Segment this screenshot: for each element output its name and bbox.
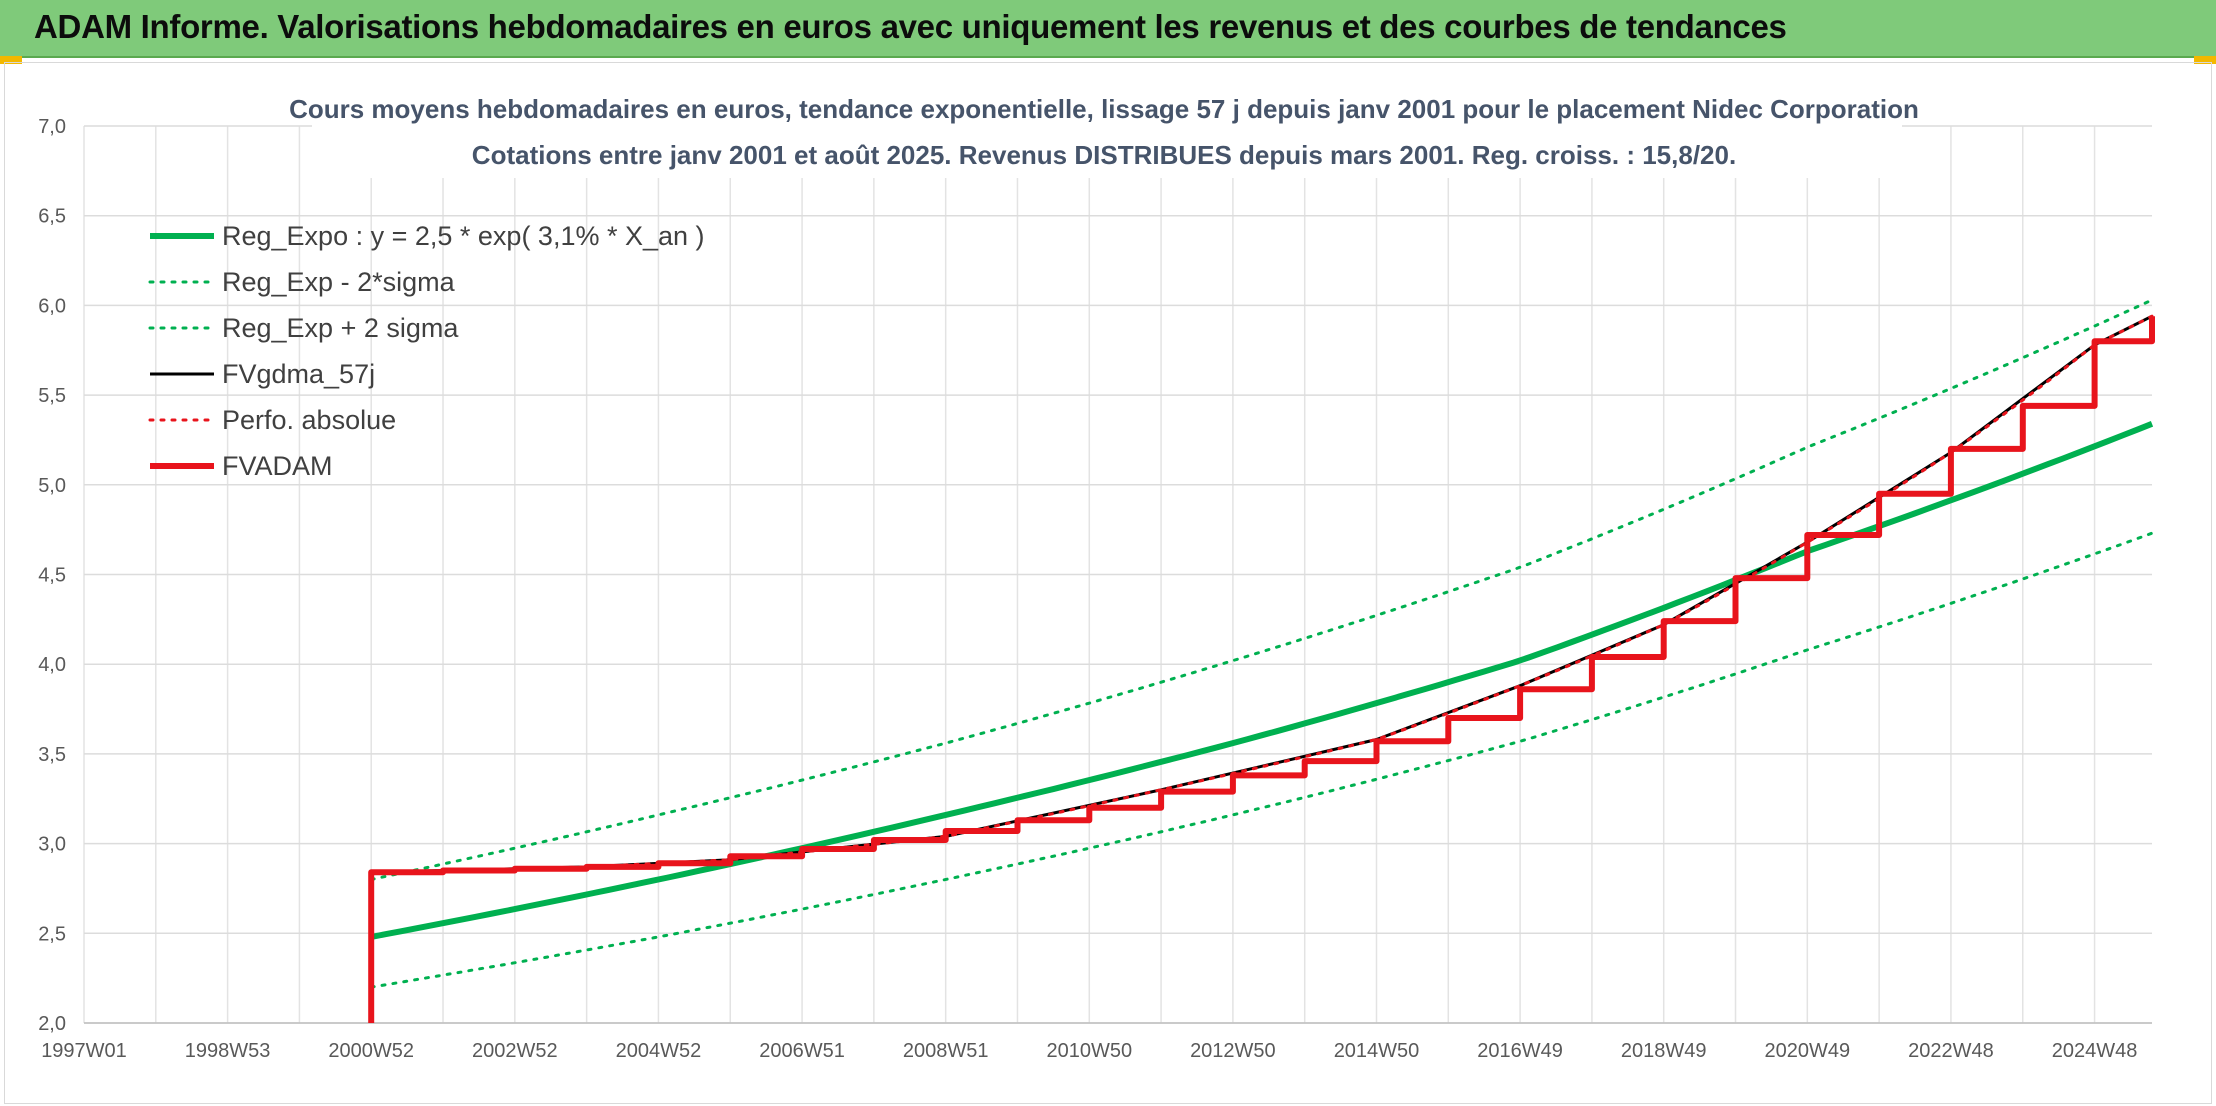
x-tick-label: 2016W49: [1477, 1040, 1563, 1062]
legend-label: Reg_Expo : y = 2,5 * exp( 3,1% * X_an ): [222, 221, 705, 251]
x-tick-label: 2020W49: [1765, 1040, 1851, 1062]
y-tick-label: 7,0: [38, 116, 66, 138]
corner-marker-left: [0, 56, 22, 64]
y-tick-label: 6,5: [38, 206, 66, 228]
x-tick-label: 1997W01: [41, 1040, 127, 1062]
y-tick-label: 5,0: [38, 475, 66, 497]
corner-marker-right: [2194, 56, 2216, 64]
x-tick-label: 2024W48: [2052, 1040, 2138, 1062]
report-title: ADAM Informe. Valorisations hebdomadaire…: [34, 8, 1787, 45]
chart-frame: [4, 62, 2212, 1104]
x-tick-label: 2014W50: [1334, 1040, 1420, 1062]
legend: Reg_Expo : y = 2,5 * exp( 3,1% * X_an ) R…: [148, 221, 705, 481]
axes: 7,0 6,5 6,0 5,5 5,0 4,5 4,0 3,5 3,0 2,5 2,0 1997W01…: [38, 116, 2152, 1062]
y-tick-label: 2,0: [38, 1013, 66, 1035]
series: [368, 298, 2155, 1023]
series-line-2: [369, 298, 2154, 881]
x-tick-label: 2012W50: [1190, 1040, 1276, 1062]
x-tick-label: 2002W52: [472, 1040, 558, 1062]
chart-title: Cours moyens hebdomadaires en euros, ten…: [289, 94, 1919, 124]
legend-label: Reg_Exp - 2*sigma: [222, 267, 456, 297]
x-tick-label: 2010W50: [1046, 1040, 1132, 1062]
chart-subtitle: Cotations entre janv 2001 et août 2025. …: [472, 140, 1736, 170]
x-tick-label: 2008W51: [903, 1040, 989, 1062]
title-background: [312, 86, 1902, 178]
series-line-4: [369, 314, 2154, 874]
x-tick-label: 2004W52: [616, 1040, 702, 1062]
y-tick-label: 4,0: [38, 654, 66, 676]
y-tick-label: 6,0: [38, 295, 66, 317]
series-line-3: [371, 314, 2153, 874]
y-tick-label: 3,0: [38, 834, 66, 856]
series-line-0: [370, 421, 2154, 940]
legend-label: FVADAM: [222, 451, 333, 481]
x-tick-label: 1998W53: [185, 1040, 271, 1062]
x-tick-label: 2022W48: [1908, 1040, 1994, 1062]
series-line-5: [368, 316, 2155, 1023]
x-tick-label: 2006W51: [759, 1040, 845, 1062]
grid: [83, 125, 2152, 1024]
x-tick-label: 2018W49: [1621, 1040, 1707, 1062]
legend-label: Reg_Exp + 2 sigma: [222, 313, 459, 343]
legend-label: FVgdma_57j: [222, 359, 375, 389]
y-tick-label: 2,5: [38, 923, 66, 945]
y-tick-label: 4,5: [38, 565, 66, 587]
report-header: ADAM Informe. Valorisations hebdomadaire…: [0, 0, 2216, 58]
x-tick-label: 2000W52: [328, 1040, 414, 1062]
y-tick-label: 3,5: [38, 744, 66, 766]
y-tick-label: 5,5: [38, 385, 66, 407]
legend-label: Perfo. absolue: [222, 405, 396, 435]
series-line-1: [369, 531, 2154, 989]
